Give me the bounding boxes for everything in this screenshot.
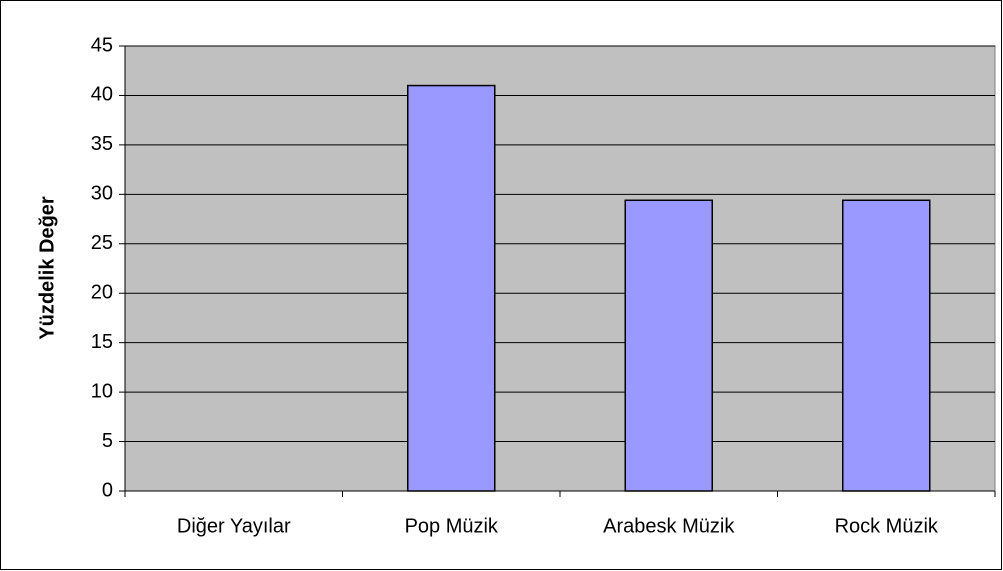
y-tick-label: 10 bbox=[91, 380, 113, 402]
y-tick-label: 30 bbox=[91, 183, 113, 205]
y-tick-label: 25 bbox=[91, 232, 113, 254]
bar bbox=[842, 199, 931, 492]
y-tick-label: 0 bbox=[102, 479, 113, 501]
x-tick-label: Arabesk Müzik bbox=[603, 515, 735, 537]
y-tick-label: 45 bbox=[91, 34, 113, 56]
y-tick-label: 5 bbox=[102, 430, 113, 452]
y-axis-label: Yüzdelik Değer bbox=[36, 196, 58, 340]
y-tick-label: 40 bbox=[91, 84, 113, 106]
y-tick-label: 20 bbox=[91, 282, 113, 304]
bar bbox=[407, 84, 496, 492]
y-tick-label: 15 bbox=[91, 331, 113, 353]
x-tick-label: Diğer Yayılar bbox=[177, 515, 291, 537]
bar bbox=[624, 199, 713, 492]
y-tick-label: 35 bbox=[91, 133, 113, 155]
x-tick-label: Pop Müzik bbox=[405, 515, 499, 537]
x-tick-label: Rock Müzik bbox=[835, 515, 939, 537]
